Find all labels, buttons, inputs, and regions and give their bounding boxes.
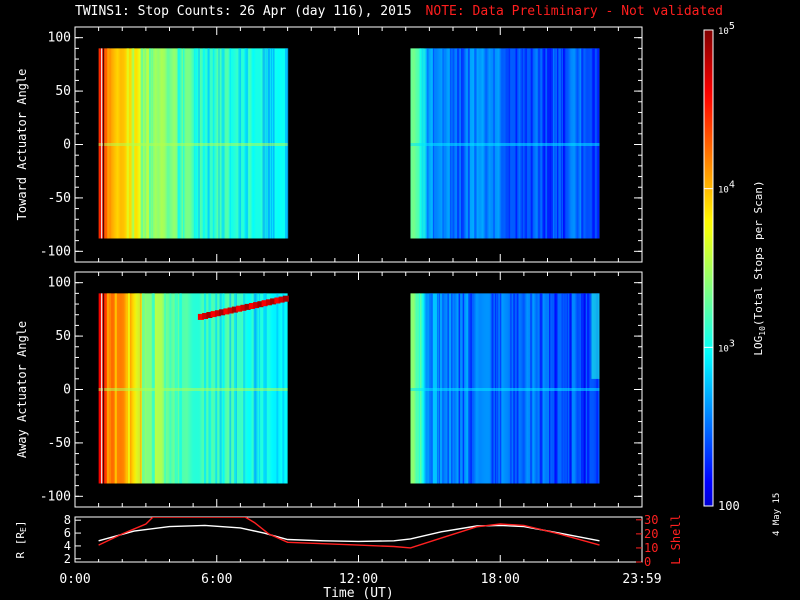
colorbar-tick-base: 10 bbox=[718, 27, 729, 37]
r-distance-line bbox=[98, 524, 600, 543]
ytick-label: -100 bbox=[40, 244, 71, 259]
colorbar-tick-exp: 5 bbox=[729, 21, 735, 32]
hot-band-pixel bbox=[202, 313, 209, 319]
orbit-right-tick-label: 30 bbox=[644, 513, 658, 527]
orbit-left-tick-label: 4 bbox=[64, 539, 71, 553]
ytick-label: 50 bbox=[55, 329, 71, 344]
orbit-right-tick-label: 20 bbox=[644, 527, 658, 541]
ytick-label: 100 bbox=[48, 31, 71, 46]
hot-band-pixel bbox=[227, 307, 234, 314]
ytick-label: 100 bbox=[48, 276, 71, 291]
plot-title: TWINS1: Stop Counts: 26 Apr (day 116), 2… bbox=[75, 4, 723, 19]
title-text: TWINS1: Stop Counts: 26 Apr (day 116), 2… bbox=[75, 4, 412, 19]
hot-band-pixel bbox=[257, 301, 264, 308]
orbit-right-tick-label: 0 bbox=[644, 555, 651, 569]
ylabel-away: Away Actuator Angle bbox=[15, 321, 29, 458]
hot-band-pixel bbox=[231, 306, 238, 313]
orbit-left-label: R [RE] bbox=[14, 521, 28, 559]
orbit-series bbox=[98, 517, 600, 549]
colorbar-tick-exp: 3 bbox=[729, 338, 735, 349]
colorbar-tick-label: 100 bbox=[718, 499, 740, 513]
hot-band-pixel bbox=[214, 310, 221, 317]
l-shell-line bbox=[98, 517, 600, 549]
hot-band-pixel bbox=[274, 297, 281, 304]
orbit-left-tick-label: 6 bbox=[64, 526, 71, 540]
colorbar-tick-label: 104 bbox=[718, 180, 735, 196]
preliminary-note: NOTE: Data Preliminary - Not validated bbox=[425, 4, 723, 19]
zero-angle-band bbox=[410, 388, 600, 391]
hot-band-pixel bbox=[197, 313, 204, 320]
orbit-left-label-main: R [R bbox=[14, 532, 27, 559]
ytick-label: -50 bbox=[48, 191, 71, 206]
ytick-label: -50 bbox=[48, 436, 71, 451]
colorbar-tick-base: 10 bbox=[718, 186, 729, 196]
time-tick-label: 6:00 bbox=[201, 572, 232, 587]
colorbar-tick-base: 10 bbox=[718, 344, 729, 354]
hot-band-pixel bbox=[261, 300, 268, 307]
orbit-left-label-sub: E bbox=[19, 527, 28, 532]
hot-band-pixel bbox=[265, 299, 272, 306]
hot-band-pixel bbox=[282, 295, 289, 302]
time-axis-label: Time (UT) bbox=[323, 586, 393, 600]
colorbar-label-main: LOG bbox=[752, 336, 765, 356]
hot-band-pixel bbox=[206, 312, 213, 318]
date-stamp: 4 May 15 bbox=[772, 492, 782, 536]
orbit-right-tick-label: 10 bbox=[644, 541, 658, 555]
colorbar-tick-label: 103 bbox=[718, 338, 735, 354]
ylabel-toward: Toward Actuator Angle bbox=[15, 69, 29, 221]
ytick-label: 0 bbox=[63, 383, 71, 398]
ytick-label: 0 bbox=[63, 138, 71, 153]
hot-band-pixel bbox=[223, 308, 230, 315]
time-tick-label: 23:59 bbox=[622, 572, 661, 587]
hot-band-pixel bbox=[248, 303, 255, 309]
hot-band-pixel bbox=[240, 304, 247, 311]
orbit-left-label-end: ] bbox=[14, 521, 27, 528]
hot-band-pixel bbox=[210, 311, 217, 318]
colorbar-label-sub: 10 bbox=[758, 326, 767, 336]
hot-band-pixel bbox=[278, 296, 285, 303]
orbit-right-label: L Shell bbox=[669, 514, 683, 565]
hot-band-pixel bbox=[219, 309, 226, 316]
orbit-left-tick-label: 2 bbox=[64, 552, 71, 566]
hot-band-pixel bbox=[236, 305, 243, 312]
trailing-edge bbox=[591, 293, 600, 379]
colorbar bbox=[703, 29, 714, 507]
colorbar-label-end: (Total Stops per Scan) bbox=[752, 180, 765, 326]
heatmap-panel-away: -100 -50 0 50 100 Away Actuator Angle bbox=[15, 271, 643, 508]
zero-angle-band bbox=[98, 388, 288, 391]
orbit-left-tick-label: 8 bbox=[64, 513, 71, 527]
time-tick-label: 0:00 bbox=[59, 572, 90, 587]
colorbar-label: LOG10(Total Stops per Scan) bbox=[752, 180, 767, 355]
zero-angle-band bbox=[98, 143, 288, 146]
heatmap-panel-toward: -100 -50 0 50 100 Toward Actuator Angle bbox=[15, 26, 643, 263]
zero-angle-band bbox=[410, 143, 600, 146]
hot-band-pixel bbox=[244, 303, 251, 310]
time-tick-label: 12:00 bbox=[339, 572, 378, 587]
colorbar-tick-exp: 4 bbox=[729, 180, 735, 191]
time-tick-label: 18:00 bbox=[481, 572, 520, 587]
hot-band-pixel bbox=[253, 302, 260, 309]
ytick-label: -100 bbox=[40, 489, 71, 504]
ytick-label: 50 bbox=[55, 84, 71, 99]
colorbar-tick-label: 105 bbox=[718, 21, 735, 37]
hot-band-pixel bbox=[270, 298, 277, 305]
